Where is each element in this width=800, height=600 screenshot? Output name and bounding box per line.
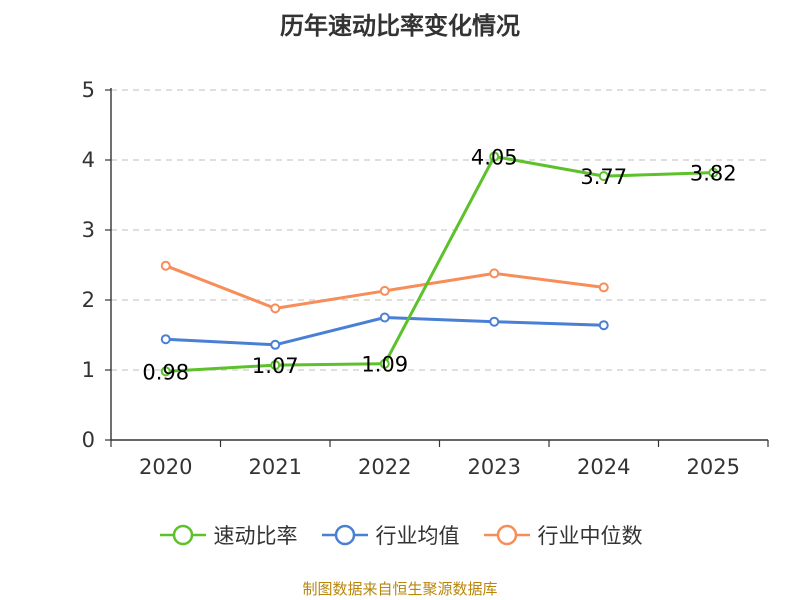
point-quick-ratio-2024 — [598, 171, 609, 182]
legend-label-industry-average: 行业均值 — [375, 524, 460, 548]
legend-item-quick-ratio[interactable]: 速动比率 — [158, 520, 298, 550]
y-tick-label-0: 0 — [82, 428, 95, 452]
legend-marker-industry-median — [483, 524, 530, 546]
data-label-quick-ratio-2021: 1.07 — [252, 354, 299, 378]
point-industry-median-2022 — [379, 285, 390, 296]
x-tick-label-2021: 2021 — [249, 455, 302, 479]
point-quick-ratio-2025 — [708, 167, 719, 178]
point-industry-average-2024 — [598, 320, 609, 331]
point-quick-ratio-2021 — [270, 360, 281, 371]
legend-label-industry-median: 行业中位数 — [537, 524, 643, 548]
point-industry-average-2023 — [489, 316, 500, 327]
data-label-quick-ratio-2024: 3.77 — [580, 165, 627, 189]
y-tick-label-5: 5 — [82, 78, 95, 102]
legend: 速动比率 行业均值 行业中位数 — [0, 520, 800, 550]
point-industry-median-2024 — [598, 282, 609, 293]
legend-item-industry-median[interactable]: 行业中位数 — [482, 520, 643, 550]
legend-marker-quick-ratio — [159, 524, 206, 546]
x-tick-label-2023: 2023 — [468, 455, 521, 479]
y-tick-label-3: 3 — [82, 218, 95, 242]
series-line-quick-ratio — [165, 155, 714, 373]
chart-title: 历年速动比率变化情况 — [280, 12, 520, 40]
point-quick-ratio-2022 — [379, 358, 390, 369]
point-industry-median-2021 — [270, 303, 281, 314]
legend-item-industry-average[interactable]: 行业均值 — [320, 520, 460, 550]
point-industry-average-2020 — [160, 334, 171, 345]
x-tick-label-2022: 2022 — [358, 455, 411, 479]
point-quick-ratio-2023 — [489, 151, 500, 162]
y-tick-label-2: 2 — [82, 288, 95, 312]
point-industry-average-2021 — [270, 339, 281, 350]
legend-label-quick-ratio: 速动比率 — [213, 524, 298, 548]
x-tick-label-2020: 2020 — [139, 455, 192, 479]
point-quick-ratio-2020 — [160, 366, 171, 377]
data-label-quick-ratio-2020: 0.98 — [142, 360, 189, 384]
data-label-quick-ratio-2025: 3.82 — [690, 162, 737, 186]
legend-marker-industry-average — [321, 524, 368, 546]
y-tick-label-1: 1 — [82, 358, 95, 382]
x-tick-label-2024: 2024 — [577, 455, 630, 479]
x-tick-label-2025: 2025 — [687, 455, 740, 479]
y-tick-label-4: 4 — [82, 148, 95, 172]
data-label-quick-ratio-2022: 1.09 — [361, 353, 408, 377]
data-label-quick-ratio-2023: 4.05 — [471, 146, 518, 170]
point-industry-median-2020 — [160, 260, 171, 271]
point-industry-average-2022 — [379, 312, 390, 323]
data-source-note: 制图数据来自恒生聚源数据库 — [302, 580, 498, 598]
point-industry-median-2023 — [489, 268, 500, 279]
